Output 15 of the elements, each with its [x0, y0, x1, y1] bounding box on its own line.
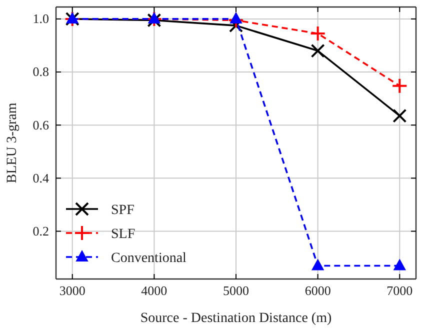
- y-tick-label: 0.4: [32, 170, 50, 186]
- y-tick-label: 0.2: [32, 223, 49, 238]
- y-axis-title: BLEU 3-gram: [5, 102, 20, 184]
- legend-label: SPF: [111, 203, 135, 218]
- legend-label: SLF: [111, 227, 136, 242]
- y-tick-label: 0.8: [32, 64, 49, 80]
- x-axis-title: Source - Destination Distance (m): [140, 311, 332, 326]
- x-tick-label: 3000: [59, 283, 86, 298]
- y-tick-label: 1.0: [32, 11, 49, 26]
- x-tick-label: 5000: [223, 283, 249, 298]
- y-tick-label: 0.6: [32, 117, 50, 132]
- x-tick-label: 6000: [304, 283, 331, 298]
- legend-label: Conventional: [111, 251, 187, 266]
- x-tick-label: 4000: [141, 283, 168, 298]
- x-tick-label: 7000: [386, 283, 413, 298]
